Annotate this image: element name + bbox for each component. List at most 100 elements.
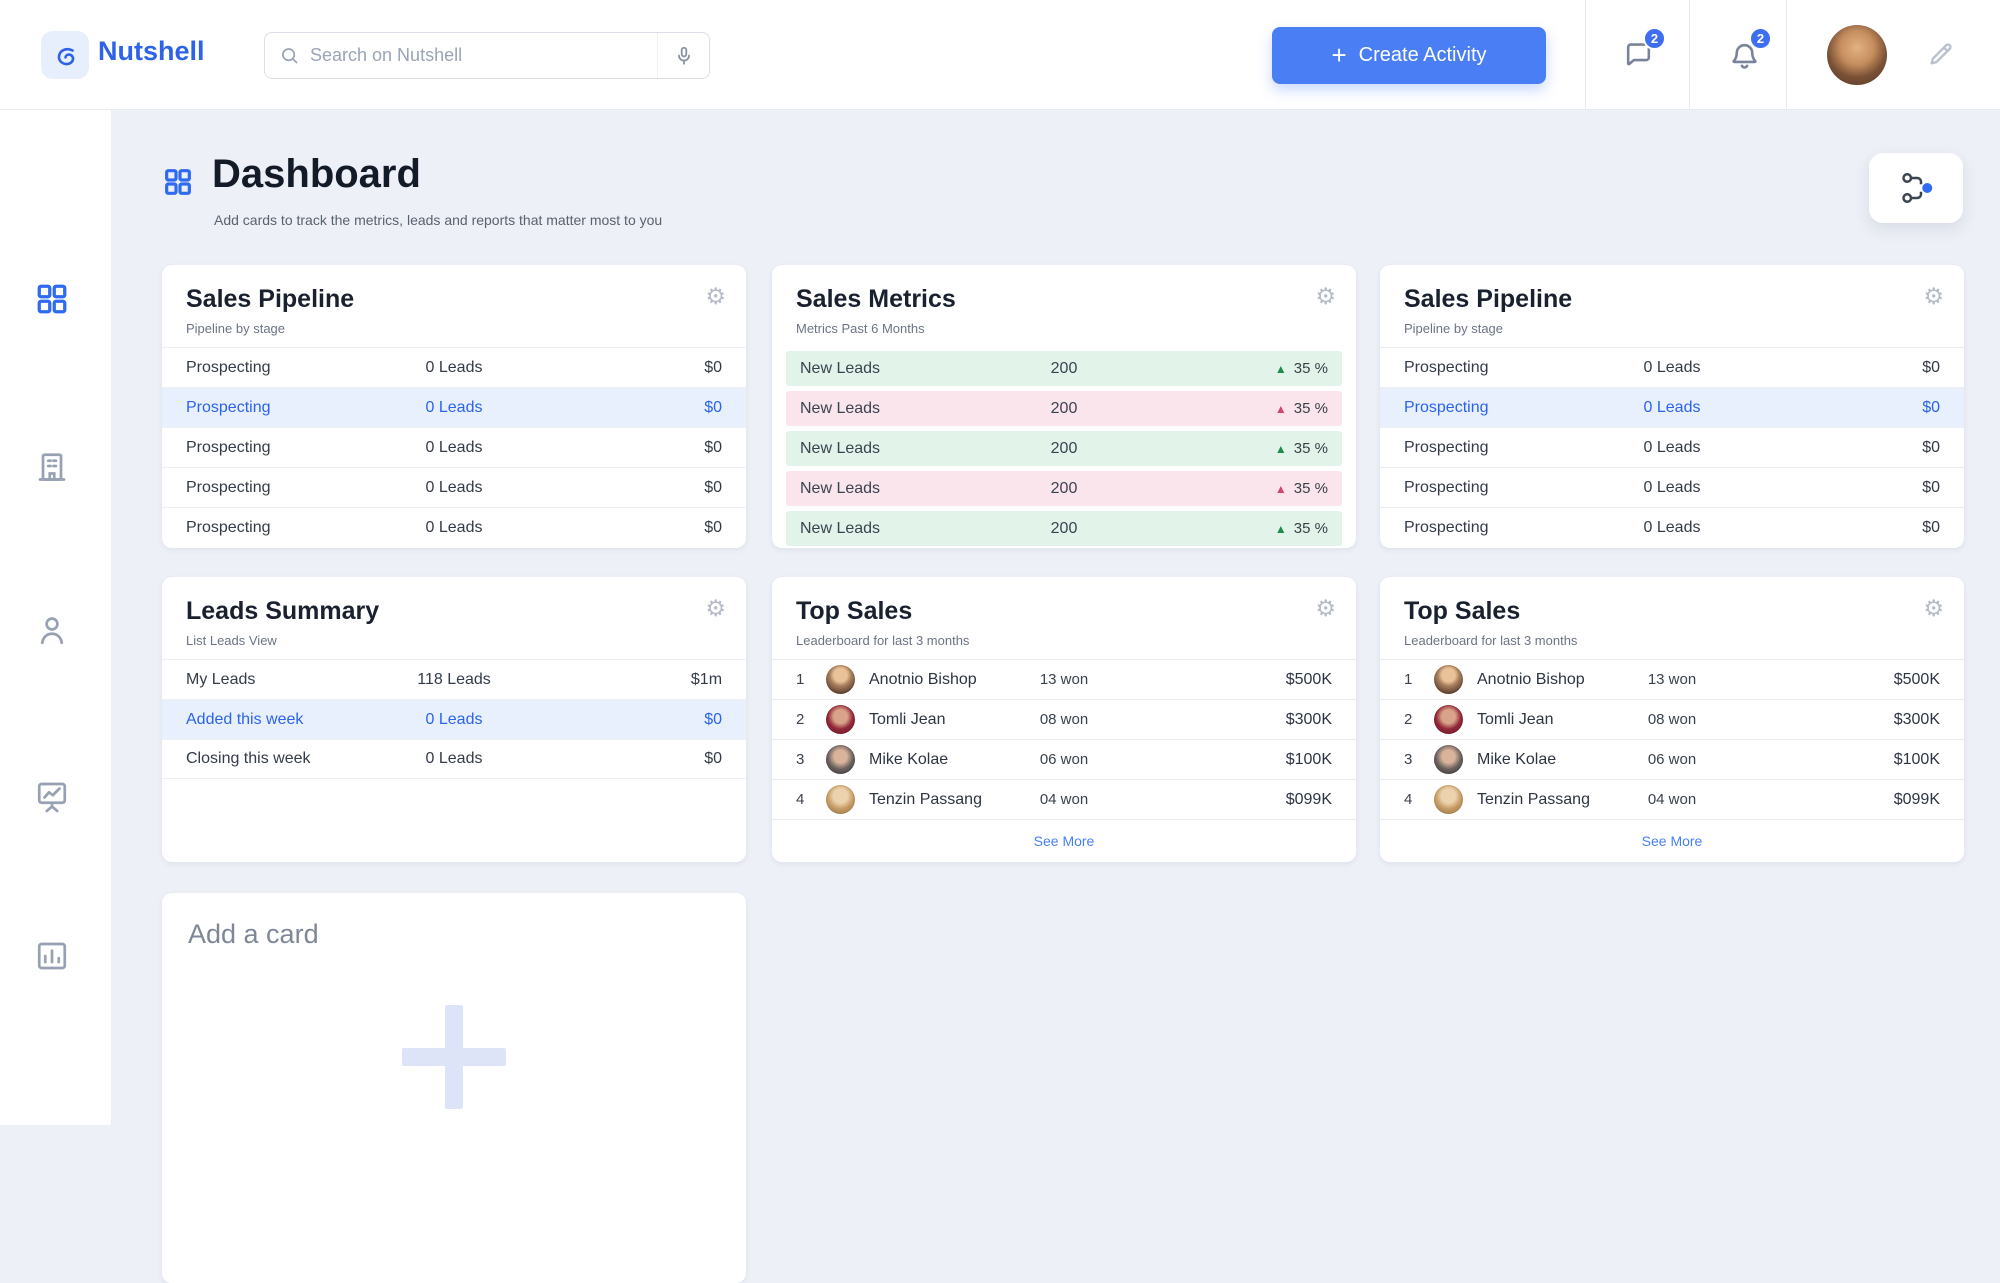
table-row-highlighted[interactable]: Added this week 0 Leads $0 xyxy=(162,699,746,739)
metric-row[interactable]: New Leads 200 ▲ 35 % xyxy=(786,471,1342,506)
leaderboard-row[interactable]: 4 Tenzin Passang 04 won $099K xyxy=(772,779,1356,819)
sidebar-item-analytics[interactable] xyxy=(30,934,74,978)
microphone-icon[interactable] xyxy=(657,33,709,78)
leaderboard-row[interactable]: 1 Anotnio Bishop 13 won $500K xyxy=(1380,659,1964,699)
table-row[interactable]: Prospecting 0 Leads $0 xyxy=(162,507,746,547)
rank: 3 xyxy=(1404,751,1413,768)
deals-won: 06 won xyxy=(1647,751,1697,768)
search-input[interactable] xyxy=(300,45,657,66)
messages-button[interactable]: 2 xyxy=(1614,27,1666,79)
metric-row[interactable]: New Leads 200 ▲ 35 % xyxy=(786,511,1342,546)
rank: 2 xyxy=(1404,711,1413,728)
table-row[interactable]: Prospecting 0 Leads $0 xyxy=(162,467,746,507)
up-arrow-icon: ▲ xyxy=(1274,441,1287,456)
sidebar-item-contacts[interactable] xyxy=(30,608,74,652)
sidebar xyxy=(0,110,112,1125)
metric-change: ▲ 35 % xyxy=(1275,440,1328,457)
change-percent: 35 % xyxy=(1293,520,1328,537)
amount: $300K xyxy=(1893,710,1940,728)
notifications-badge: 2 xyxy=(1749,27,1772,50)
card-header: Top Sales Leaderboard for last 3 months xyxy=(1380,577,1964,659)
up-arrow-icon: ▲ xyxy=(1274,521,1287,536)
table-row-highlighted[interactable]: Prospecting 0 Leads $0 xyxy=(162,387,746,427)
gear-icon[interactable] xyxy=(1315,597,1336,620)
salesperson-name: Tenzin Passang xyxy=(1477,790,1590,808)
leads-cell: 0 Leads xyxy=(425,478,483,496)
table-row[interactable]: Closing this week 0 Leads $0 xyxy=(162,739,746,779)
nutshell-logo[interactable] xyxy=(41,31,89,79)
metric-row[interactable]: New Leads 200 ▲ 35 % xyxy=(786,351,1342,386)
add-card[interactable]: Add a card xyxy=(162,893,746,1283)
pipeline-table: Prospecting 0 Leads $0 Prospecting 0 Leads $… xyxy=(162,347,746,547)
table-row[interactable]: Prospecting 0 Leads $0 xyxy=(1380,347,1964,387)
leaderboard-row[interactable]: 2 Tomli Jean 08 won $300K xyxy=(1380,699,1964,739)
see-more-link[interactable]: See More xyxy=(1033,832,1095,849)
deals-won: 08 won xyxy=(1039,711,1089,728)
card-header: Sales Pipeline Pipeline by stage xyxy=(162,265,746,347)
leads-cell: 0 Leads xyxy=(1643,438,1701,456)
topbar-divider xyxy=(1585,0,1586,109)
change-percent: 35 % xyxy=(1293,360,1328,377)
gear-icon[interactable] xyxy=(1923,597,1944,620)
metric-label: New Leads xyxy=(800,399,881,417)
add-card-title: Add a card xyxy=(188,919,319,949)
leads-cell: 0 Leads xyxy=(425,398,483,416)
edit-pencil-icon[interactable] xyxy=(1927,40,1955,68)
create-activity-button[interactable]: Create Activity xyxy=(1272,27,1546,84)
avatar xyxy=(1434,785,1463,814)
value-cell: $0 xyxy=(1922,398,1941,416)
sales-metrics-card: Sales Metrics Metrics Past 6 Months New … xyxy=(772,265,1356,548)
leaderboard-row[interactable]: 1 Anotnio Bishop 13 won $500K xyxy=(772,659,1356,699)
leads-cell: 0 Leads xyxy=(1643,358,1701,376)
card-title: Leads Summary xyxy=(186,597,380,625)
value-cell: $0 xyxy=(1922,438,1941,456)
leaderboard-row[interactable]: 3 Mike Kolae 06 won $100K xyxy=(1380,739,1964,779)
leaderboard-row[interactable]: 3 Mike Kolae 06 won $100K xyxy=(772,739,1356,779)
top-sales-card: Top Sales Leaderboard for last 3 months … xyxy=(1380,577,1964,862)
amount: $100K xyxy=(1285,750,1332,768)
table-row[interactable]: My Leads 118 Leads $1m xyxy=(162,659,746,699)
card-title: Sales Pipeline xyxy=(1404,285,1573,313)
deals-won: 13 won xyxy=(1647,671,1697,688)
avatar xyxy=(1434,665,1463,694)
stage-cell: Prospecting xyxy=(186,398,271,416)
leaderboard: 1 Anotnio Bishop 13 won $500K 2 Tomli Jean 08… xyxy=(1380,659,1964,819)
sidebar-item-dashboard[interactable] xyxy=(30,277,74,321)
leads-cell: 0 Leads xyxy=(425,438,483,456)
amount: $300K xyxy=(1285,710,1332,728)
gear-icon[interactable] xyxy=(705,597,726,620)
building-icon xyxy=(38,453,66,481)
metric-row[interactable]: New Leads 200 ▲ 35 % xyxy=(786,431,1342,466)
sidebar-item-reports[interactable] xyxy=(30,774,74,818)
notifications-button[interactable]: 2 xyxy=(1720,27,1772,79)
stage-cell: Prospecting xyxy=(186,518,271,536)
card-header: Top Sales Leaderboard for last 3 months xyxy=(772,577,1356,659)
gear-icon[interactable] xyxy=(1923,285,1944,308)
card-header: Sales Pipeline Pipeline by stage xyxy=(1380,265,1964,347)
value-cell: $0 xyxy=(1922,518,1941,536)
table-row[interactable]: Prospecting 0 Leads $0 xyxy=(162,427,746,467)
see-more-link[interactable]: See More xyxy=(1641,832,1703,849)
sidebar-item-companies[interactable] xyxy=(30,444,74,488)
report-board-icon xyxy=(37,782,67,813)
gear-icon[interactable] xyxy=(1315,285,1336,308)
card-title: Sales Pipeline xyxy=(186,285,355,313)
table-row[interactable]: Prospecting 0 Leads $0 xyxy=(1380,427,1964,467)
table-row[interactable]: Prospecting 0 Leads $0 xyxy=(1380,507,1964,547)
leaderboard-row[interactable]: 4 Tenzin Passang 04 won $099K xyxy=(1380,779,1964,819)
table-row[interactable]: Prospecting 0 Leads $0 xyxy=(1380,467,1964,507)
salesperson-name: Mike Kolae xyxy=(869,750,949,768)
gear-icon[interactable] xyxy=(705,285,726,308)
leaderboard-row[interactable]: 2 Tomli Jean 08 won $300K xyxy=(772,699,1356,739)
avatar xyxy=(826,665,855,694)
table-row[interactable]: Prospecting 0 Leads $0 xyxy=(162,347,746,387)
card-header: Sales Metrics Metrics Past 6 Months xyxy=(772,265,1356,347)
user-avatar[interactable] xyxy=(1827,25,1887,85)
workflow-icon xyxy=(1902,173,1933,203)
search-icon xyxy=(279,45,300,66)
brand-name[interactable]: Nutshell xyxy=(98,36,205,66)
metric-row[interactable]: New Leads 200 ▲ 35 % xyxy=(786,391,1342,426)
table-row-highlighted[interactable]: Prospecting 0 Leads $0 xyxy=(1380,387,1964,427)
dashboard-layout-button[interactable] xyxy=(1869,153,1963,223)
card-subtitle: Leaderboard for last 3 months xyxy=(1404,633,1578,648)
